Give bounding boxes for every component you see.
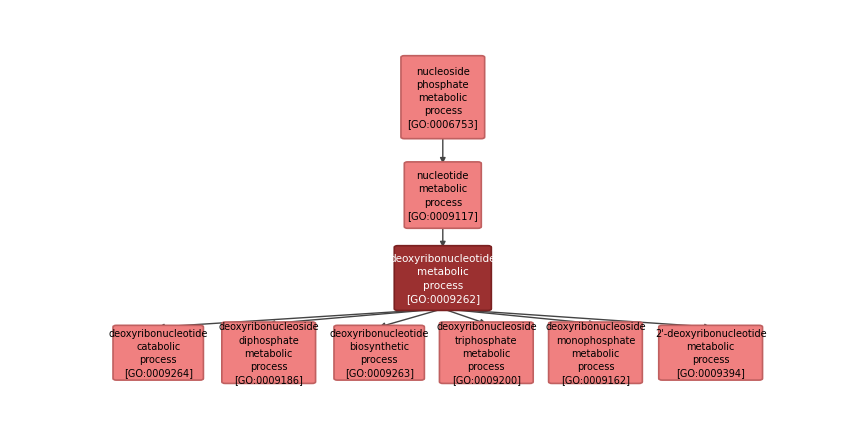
FancyBboxPatch shape [440, 322, 533, 384]
Text: deoxyribonucleotide
catabolic
process
[GO:0009264]: deoxyribonucleotide catabolic process [G… [109, 328, 208, 378]
FancyBboxPatch shape [549, 322, 642, 384]
FancyBboxPatch shape [404, 163, 481, 229]
FancyBboxPatch shape [113, 326, 203, 380]
FancyBboxPatch shape [394, 246, 492, 311]
Text: nucleoside
phosphate
metabolic
process
[GO:0006753]: nucleoside phosphate metabolic process [… [408, 67, 478, 129]
Text: deoxyribonucleoside
triphosphate
metabolic
process
[GO:0009200]: deoxyribonucleoside triphosphate metabol… [436, 322, 537, 384]
Text: nucleotide
metabolic
process
[GO:0009117]: nucleotide metabolic process [GO:0009117… [408, 171, 478, 220]
Text: deoxyribonucleotide
metabolic
process
[GO:0009262]: deoxyribonucleotide metabolic process [G… [390, 254, 496, 303]
Text: deoxyribonucleotide
biosynthetic
process
[GO:0009263]: deoxyribonucleotide biosynthetic process… [329, 328, 429, 378]
FancyBboxPatch shape [334, 326, 424, 380]
Text: 2'-deoxyribonucleotide
metabolic
process
[GO:0009394]: 2'-deoxyribonucleotide metabolic process… [655, 328, 766, 378]
Text: deoxyribonucleoside
monophosphate
metabolic
process
[GO:0009162]: deoxyribonucleoside monophosphate metabo… [545, 322, 645, 384]
Text: deoxyribonucleoside
diphosphate
metabolic
process
[GO:0009186]: deoxyribonucleoside diphosphate metaboli… [219, 322, 319, 384]
FancyBboxPatch shape [658, 326, 763, 380]
FancyBboxPatch shape [401, 57, 485, 139]
FancyBboxPatch shape [222, 322, 315, 384]
